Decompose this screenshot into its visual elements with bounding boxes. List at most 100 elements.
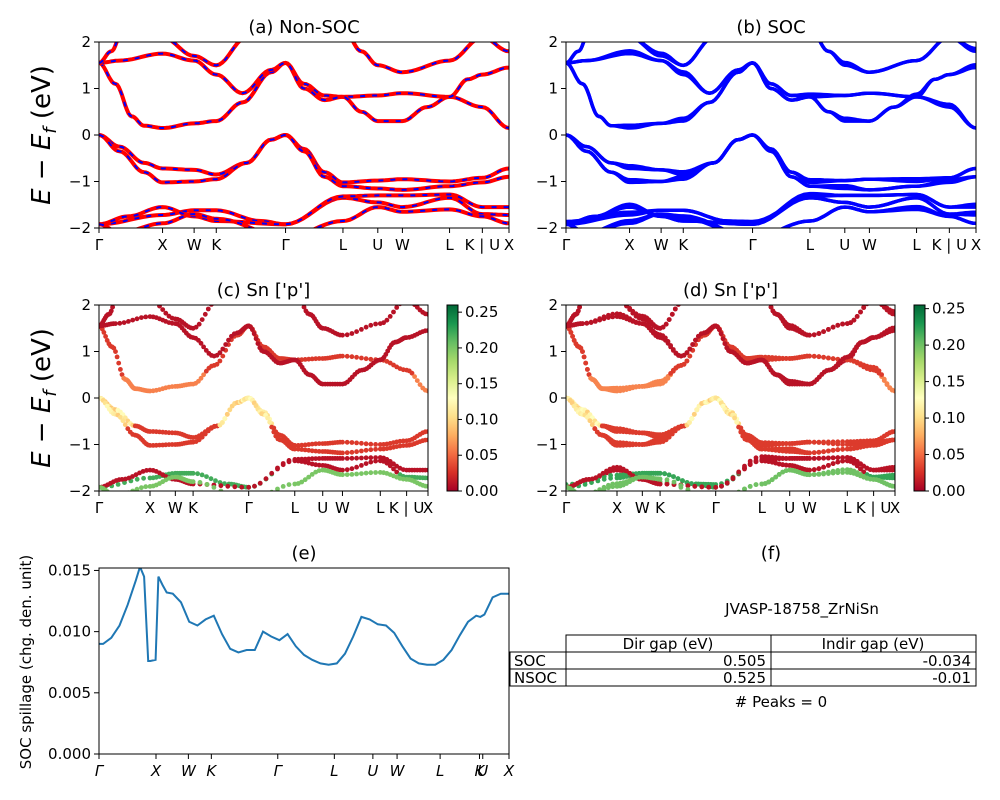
- projection-point: [281, 484, 286, 489]
- projection-point: [114, 292, 119, 297]
- x-tick-label: X: [612, 499, 622, 517]
- projection-point: [340, 456, 345, 461]
- panel-c-sn-p-projection: (c) Sn ['p']210−1−2Γ X W K Γ L U W L K | UX0.250.…: [69, 280, 499, 517]
- projection-point: [226, 338, 231, 343]
- projection-point: [807, 440, 812, 445]
- projection-point: [581, 292, 586, 297]
- projection-point: [373, 470, 378, 475]
- panel-b-soc: (b) SOC210−1−2Γ X W K Γ L U W L K | UX: [536, 17, 981, 254]
- projection-point: [874, 299, 879, 304]
- projection-point: [725, 496, 730, 501]
- projection-point: [671, 474, 676, 479]
- projection-point: [831, 469, 836, 474]
- projection-point: [588, 418, 593, 423]
- projection-point: [136, 295, 141, 300]
- projection-point: [385, 318, 390, 323]
- projection-point: [345, 472, 350, 477]
- y-tick-label: 2: [81, 33, 91, 51]
- projection-point: [206, 307, 211, 312]
- projection-point: [287, 458, 292, 463]
- projection-point: [821, 449, 826, 454]
- projection-point: [354, 441, 359, 446]
- y-tick-label: −2: [536, 219, 558, 237]
- x-tick-label: Γ: [245, 499, 254, 517]
- projection-point: [225, 412, 230, 417]
- projection-point: [599, 293, 604, 298]
- projection-point: [394, 305, 399, 310]
- projection-point: [122, 320, 127, 325]
- x-tick-label: X: [157, 236, 167, 254]
- x-tick-label: K | U: [856, 499, 891, 517]
- projection-point: [281, 461, 286, 466]
- figure: E − Ef (eV) E − Ef (eV) SOC spillage (ch…: [0, 0, 1000, 800]
- projection-point: [658, 482, 663, 487]
- projection-point: [690, 342, 695, 347]
- x-tick-label: X: [624, 236, 634, 254]
- projection-point: [855, 314, 860, 319]
- projection-point: [821, 456, 826, 461]
- x-tick-label: Γ: [95, 762, 105, 780]
- x-tick-label: U: [367, 762, 378, 780]
- projection-point: [725, 480, 730, 485]
- plot-area: [564, 289, 898, 503]
- projection-point: [271, 430, 276, 435]
- colorbar-tick-label: 0.10: [465, 410, 498, 428]
- projection-point: [223, 342, 228, 347]
- projection-point: [580, 349, 585, 354]
- projection-point: [580, 493, 585, 498]
- projection-point: [130, 318, 135, 323]
- projection-point: [680, 478, 685, 483]
- x-tick-label: U: [784, 499, 795, 517]
- projection-point: [388, 314, 393, 319]
- projection-point: [359, 463, 364, 468]
- y-tick-label: 2: [548, 296, 558, 314]
- projection-point: [359, 356, 364, 361]
- projection-point: [368, 455, 373, 460]
- panel-title: (b) SOC: [736, 17, 805, 38]
- projection-point: [219, 483, 224, 488]
- projection-point: [340, 451, 345, 456]
- panel-title: (a) Non-SOC: [248, 17, 359, 38]
- projection-point: [359, 449, 364, 454]
- projection-point: [835, 323, 840, 328]
- projection-point: [354, 465, 359, 470]
- projection-point: [826, 440, 831, 445]
- projection-point: [109, 492, 114, 497]
- table-header-indir-gap: Indir gap (eV): [822, 635, 925, 653]
- y-tick-label: 0: [81, 126, 91, 144]
- y-tick-label: 0.010: [48, 623, 91, 641]
- projection-point: [812, 440, 817, 445]
- y-tick-label: 0: [81, 389, 91, 407]
- projection-point: [603, 295, 608, 300]
- projection-point: [840, 455, 845, 460]
- projection-point: [610, 312, 615, 317]
- y-tick-label: 2: [81, 296, 91, 314]
- projection-point: [665, 477, 670, 482]
- projection-point: [874, 298, 879, 303]
- colorbar-tick-label: 0.00: [932, 482, 965, 500]
- table-row-nsoc-dir: 0.525: [723, 669, 766, 687]
- y-tick-label: 0: [548, 126, 558, 144]
- y-tick-label: −2: [69, 219, 91, 237]
- x-tick-label: W: [654, 236, 669, 254]
- projection-point: [584, 493, 589, 498]
- x-tick-label: Γ: [748, 236, 757, 254]
- projection-point: [580, 321, 585, 326]
- projection-point: [826, 456, 831, 461]
- projection-point: [359, 327, 364, 332]
- projection-point: [599, 293, 604, 298]
- projection-point: [754, 482, 759, 487]
- projection-point: [113, 321, 118, 326]
- projection-point: [205, 482, 210, 487]
- x-tick-label: L: [912, 236, 921, 254]
- projection-point: [354, 472, 359, 477]
- projection-point: [826, 463, 831, 468]
- projection-point: [812, 472, 817, 477]
- projection-point: [658, 477, 663, 482]
- ylabel-energy-mid: E − Ef (eV): [27, 328, 61, 468]
- projection-point: [576, 492, 581, 497]
- projection-point: [124, 290, 129, 295]
- projection-point: [364, 356, 369, 361]
- projection-point: [593, 318, 598, 323]
- projection-point: [673, 307, 678, 312]
